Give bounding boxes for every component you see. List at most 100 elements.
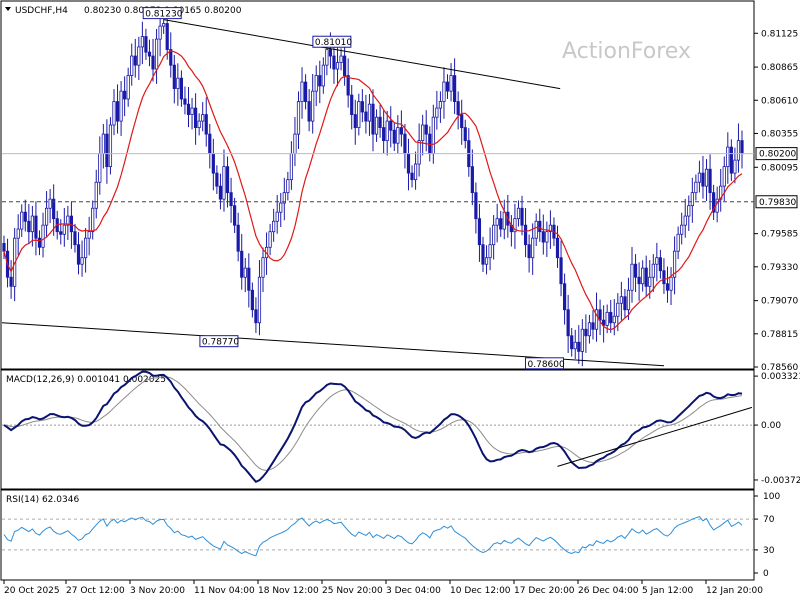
symbol-label: USDCHF,H4 [15,6,68,16]
candle-body [261,257,265,278]
candle-body [367,103,372,122]
candle-body [648,276,652,287]
candle-body [559,257,563,285]
candle-body [98,153,102,183]
candle-body [172,64,176,89]
candle-body [413,163,418,181]
candle-body [296,101,301,135]
candle-body [154,38,159,70]
collapse-arrow-icon[interactable] [5,7,11,11]
candle-body [240,250,244,278]
macd-title: MACD(12,26,9) 0.001041 0.002025 [6,375,166,385]
y-tick-label: 0.81125 [761,29,798,39]
rsi-line [3,516,743,557]
candle-body [371,103,375,135]
candle-body [119,90,123,122]
candle-body [733,159,737,174]
candle-body [690,192,694,207]
candle-body [687,205,691,217]
candle-body [570,335,574,350]
candle-body [406,153,411,174]
upper-channel-line [163,19,561,90]
candle-body [229,192,233,207]
candle-body [147,51,152,57]
candle-body [126,75,130,100]
candle-body [286,179,290,194]
candle-body [208,133,212,155]
candle-body [630,263,634,291]
candle-body [268,231,272,248]
candle-body [112,101,116,126]
candle-body [658,257,662,272]
candle-body [300,81,304,102]
candle-body [215,172,219,187]
candle-body [353,114,357,129]
candle-body [382,127,386,142]
rsi-y-tick-label: 30 [763,546,775,556]
candle-body [463,127,467,142]
candle-body [403,133,407,155]
candle-body [94,181,98,209]
candle-body [641,267,645,285]
candle-body [346,75,350,96]
axes: 0.81125 0.80865 0.80610 0.80355 0.80095 0.795… [3,29,800,596]
macd-line [3,370,743,484]
candle-body [619,296,623,304]
price-annotation-label: 0.81230 [145,10,182,20]
y-tick-label: 0.80095 [761,163,798,173]
current-price-tag-box [755,147,798,161]
x-tick-label: 11 Nov 04:00 [194,586,255,596]
candle-body [548,224,553,233]
candle-body [144,36,148,53]
candle-body [566,309,570,337]
candle-body [27,220,31,233]
candle-body [69,215,74,233]
candle-body [396,127,400,144]
candle-body [80,257,84,265]
candle-body [495,218,499,226]
candle-body [158,25,162,40]
candle-body [20,211,24,230]
candle-body [680,224,684,235]
candle-body [123,90,127,100]
candle-body [502,211,506,230]
candle-body [633,263,638,278]
rsi-y-tick-label: 70 [763,515,775,525]
candle-body [289,153,293,181]
candle-body [279,202,283,213]
price-plot: 0.81230 0.81010 0.78770 0.78600 [1,7,754,370]
candle-body [424,124,428,135]
candle-body [87,231,91,239]
candle-body [9,276,13,287]
candle-body [704,168,709,187]
x-tick-label: 3 Dec 04:00 [386,586,441,596]
rsi-plot [2,516,754,557]
candle-body [481,244,485,265]
candle-body [37,237,42,248]
candle-body [399,127,403,135]
candle-body [193,107,198,129]
candle-body [562,283,567,311]
current-price-tag: 0.80200 [759,150,796,160]
candle-body [176,77,180,89]
candle-body [676,233,680,252]
macd-y-tick-label: 0.00 [761,421,781,431]
candle-body [665,283,670,291]
macd-trend-line [557,406,753,467]
candle-body [421,124,425,142]
candle-body [321,64,325,87]
candle-body [62,224,66,235]
candle-body [204,114,208,135]
candle-body [201,114,205,122]
candle-body [417,140,421,165]
x-tick-label: 18 Nov 12:00 [258,586,319,596]
macd-plot [2,370,754,484]
price-annotation-box [312,35,352,48]
candle-body [438,101,443,109]
candle-body [151,55,155,70]
candle-body [307,101,311,122]
price-annotation-box [525,357,564,370]
moving-average-line [3,50,743,331]
macd-y-tick-label: -0.003723 [761,476,800,486]
candle-body [59,231,63,235]
